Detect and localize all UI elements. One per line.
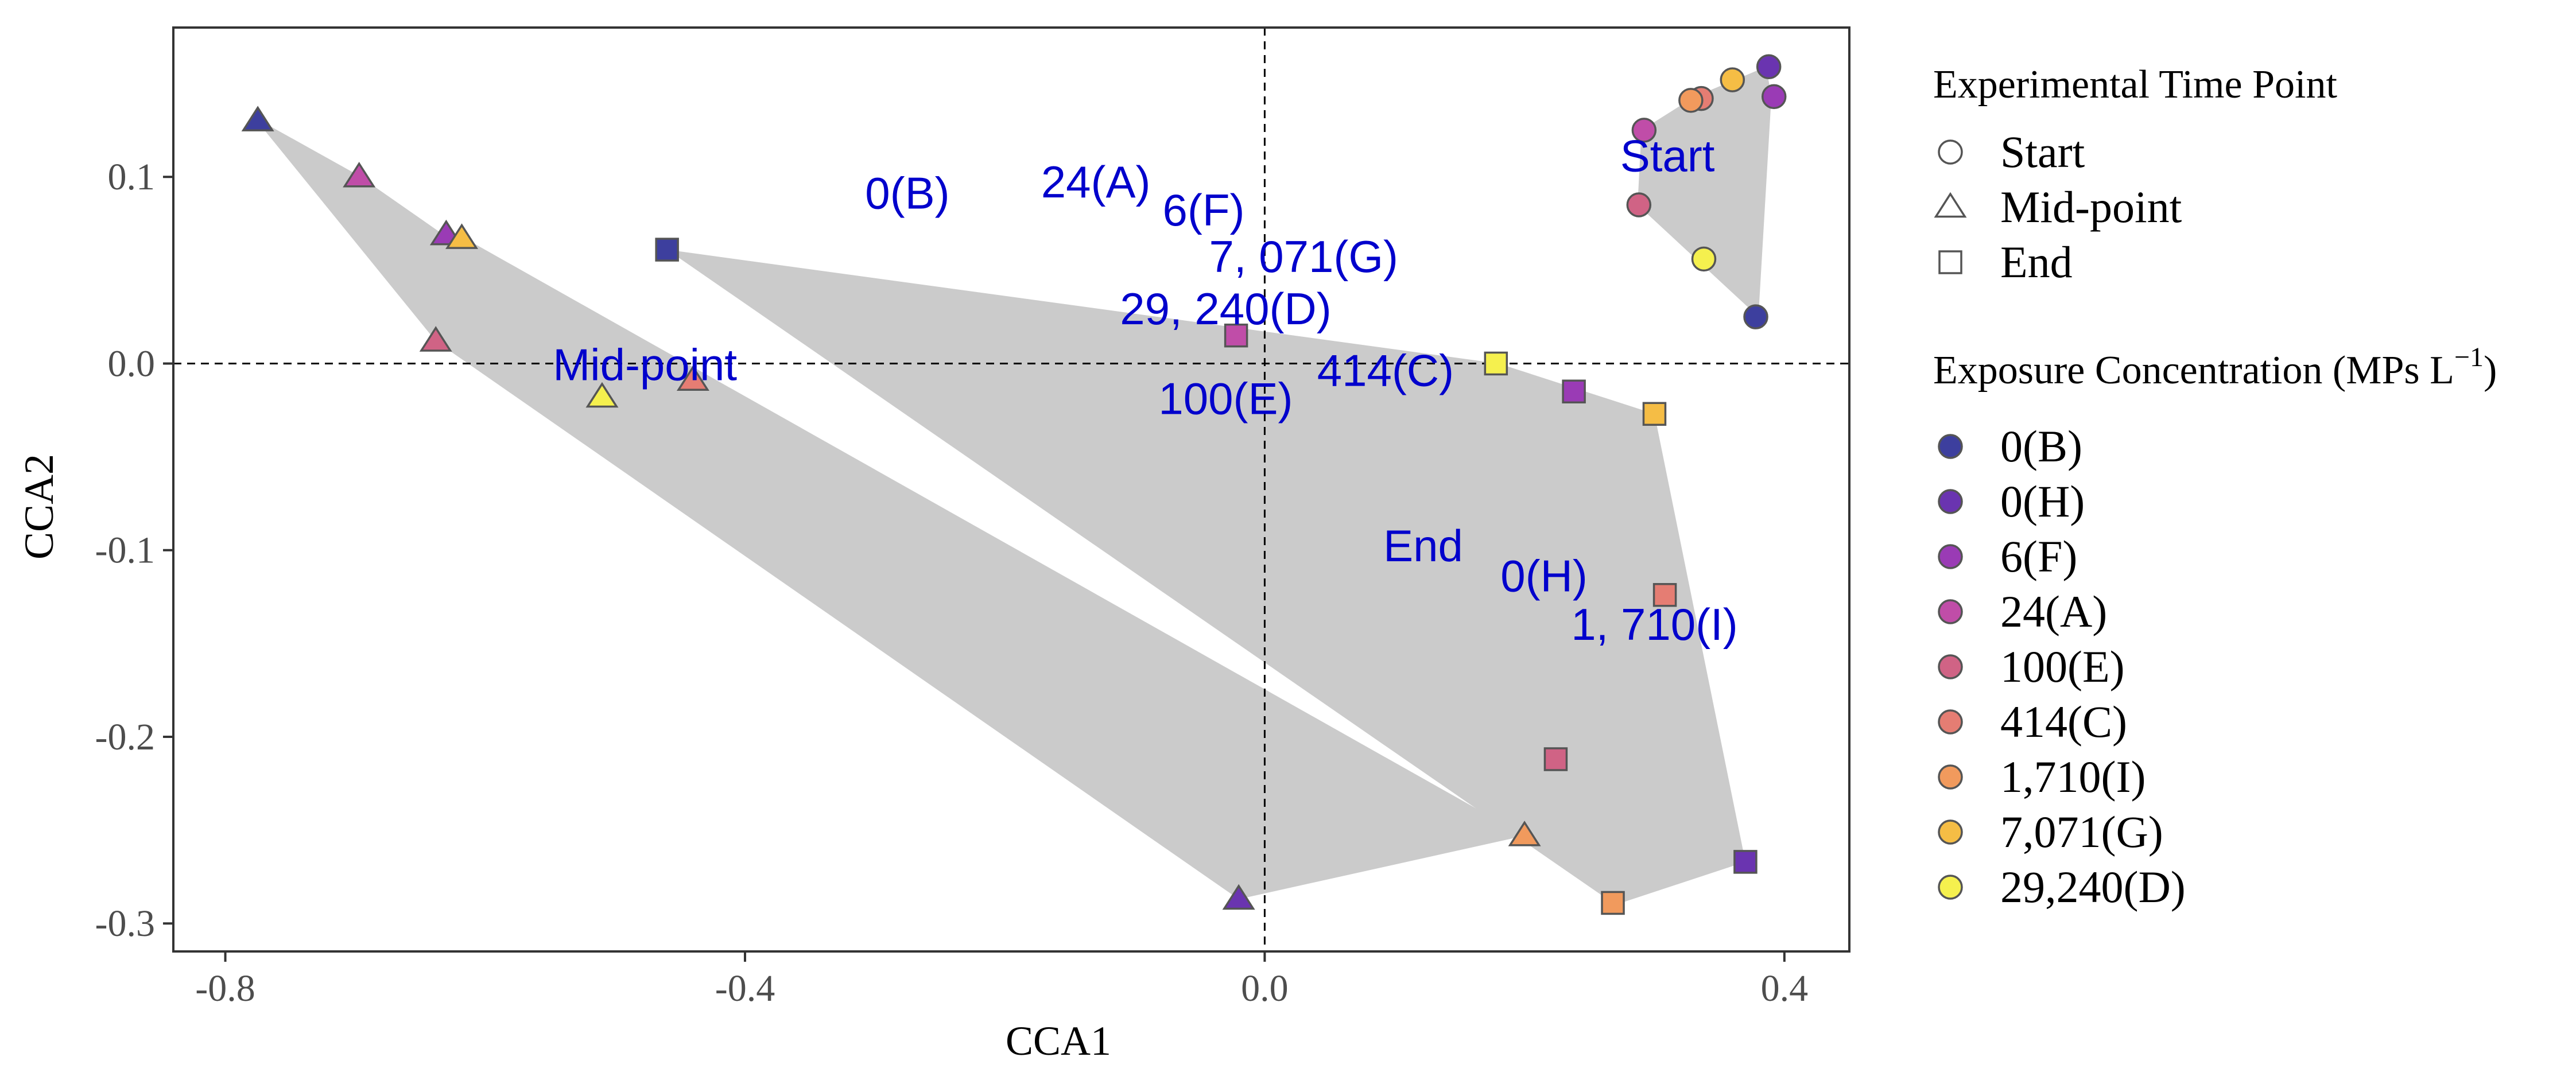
hull-mid-point: [254, 117, 1525, 899]
legend-shape-label: Start: [2000, 127, 2085, 177]
points-layer: [241, 54, 1787, 915]
data-point-circle: [1631, 118, 1657, 143]
legend-color-label: 0(H): [2000, 476, 2085, 526]
legend-shape-title: Experimental Time Point: [1933, 63, 2337, 107]
data-point-square: [1642, 402, 1667, 426]
legend-color-title-main: Exposure Concentration (MPs L: [1933, 348, 2454, 393]
legend-key-square: [1938, 250, 1962, 274]
legend-shape-label: Mid-point: [2000, 182, 2182, 232]
y-tick-label: 0.0: [108, 343, 156, 384]
legend-color-label: 0(B): [2000, 421, 2082, 471]
hull-layer: [254, 67, 1772, 905]
point-label: End: [1383, 520, 1463, 571]
legend-color-label: 414(C): [2000, 697, 2127, 747]
data-point-triangle: [1222, 884, 1255, 910]
point-label: Start: [1620, 130, 1715, 181]
legend-key-triangle: [1934, 192, 1967, 218]
data-point-triangle: [585, 382, 619, 408]
data-point-triangle: [343, 161, 376, 188]
y-tick-label: -0.3: [95, 903, 155, 945]
point-label: 7, 071(G): [1209, 231, 1398, 282]
data-point-square: [1652, 583, 1677, 607]
legend-key-color: [1938, 654, 1963, 679]
legend-key-color: [1938, 875, 1963, 900]
legend-color-label: 6(F): [2000, 531, 2077, 581]
data-point-circle: [1756, 54, 1782, 80]
legend-color-title-sup: −1: [2454, 342, 2484, 372]
legend-key-color: [1938, 434, 1963, 459]
y-tick-label: 0.1: [108, 156, 156, 198]
data-point-triangle: [419, 326, 452, 352]
legend-color-label: 24(A): [2000, 586, 2107, 636]
legend-key-color: [1938, 709, 1963, 735]
point-label: 0(H): [1500, 550, 1588, 601]
data-point-circle: [1720, 67, 1745, 92]
data-point-circle: [1678, 88, 1704, 113]
hull-end: [667, 250, 1745, 905]
point-label: 100(E): [1158, 373, 1293, 424]
x-tick-label: -0.4: [715, 968, 775, 1009]
data-point-square: [1484, 351, 1508, 376]
point-label: 24(A): [1041, 157, 1151, 207]
data-point-square: [1543, 747, 1568, 771]
annotations-layer: 0(B) 24(A)6(F)7, 071(G)29, 240(D) 414(C) 10…: [553, 130, 1737, 649]
data-point-triangle: [676, 365, 709, 391]
x-axis-title: CCA1: [1006, 1018, 1111, 1064]
data-point-square: [1733, 850, 1758, 874]
data-point-triangle: [241, 106, 274, 131]
point-label: 1, 710(I): [1571, 599, 1737, 650]
legend-color-label: 29,240(D): [2000, 862, 2186, 912]
data-point-square: [1224, 323, 1248, 348]
data-point-square: [1562, 379, 1586, 403]
axes: CCA1 CCA2 -0.8 -0.4 0.0 0.4 -0.3 -0.2 -0.1 0.0 0…: [16, 156, 1808, 1064]
hull-start: [1638, 67, 1772, 317]
data-point-triangle: [1508, 821, 1541, 846]
legend-key-color: [1938, 764, 1963, 790]
legend-key-color: [1938, 489, 1963, 514]
data-point-circle: [1626, 192, 1652, 217]
plot-panel-border: [172, 26, 1850, 953]
x-tick-label: -0.8: [195, 968, 255, 1009]
point-label: 6(F): [1163, 185, 1245, 235]
legend-color-title-end: ): [2484, 348, 2497, 393]
point-label: 29, 240(D): [1120, 283, 1332, 334]
legend: Experimental Time Point Exposure Concent…: [1933, 63, 2497, 912]
legend-key-color: [1938, 544, 1963, 569]
y-tick-label: -0.2: [95, 716, 155, 758]
legend-color-label: 7,071(G): [2000, 807, 2163, 857]
data-point-triangle: [445, 223, 479, 249]
data-point-circle: [1691, 246, 1717, 272]
legend-key-color: [1938, 819, 1963, 845]
legend-shape-label: End: [2000, 237, 2073, 287]
legend-color-title: Exposure Concentration (MPs L−1): [1933, 342, 2497, 393]
point-label: 0(B): [865, 168, 949, 218]
data-point-square: [655, 238, 679, 262]
legend-key-color: [1938, 599, 1963, 624]
point-label: 414(C): [1317, 345, 1454, 395]
y-axis-title: CCA2: [16, 454, 62, 560]
legend-color-label: 1,710(I): [2000, 752, 2146, 802]
data-point-circle: [1743, 304, 1768, 329]
legend-color-label: 100(E): [2000, 642, 2125, 691]
x-tick-label: 0.4: [1761, 968, 1809, 1009]
data-point-square: [1601, 891, 1625, 915]
y-tick-label: -0.1: [95, 530, 155, 572]
legend-key-circle: [1938, 139, 1963, 165]
data-point-circle: [1761, 84, 1787, 110]
reference-lines: [173, 28, 1849, 951]
x-tick-label: 0.0: [1241, 968, 1289, 1009]
point-label: Mid-point: [553, 340, 737, 390]
